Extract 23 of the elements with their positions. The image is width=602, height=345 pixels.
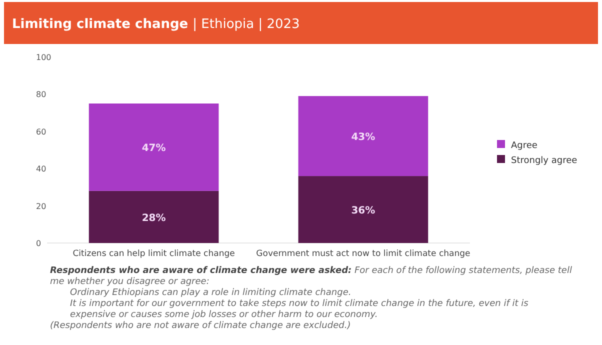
text: Ordinary Ethiopians can play a role in limiting climate change. [69,288,352,299]
data-label: 43% [351,132,376,144]
bar [88,104,219,191]
legend-label: Strongly agree [511,156,578,166]
y-tick-label: 20 [36,202,46,211]
y-tick-label: 60 [36,127,46,136]
y-tick-label: 40 [36,164,46,174]
text: Respondents who are aware of climate change were asked: [50,266,352,276]
legend-label: Agree [511,141,538,151]
bar [298,96,428,176]
y-tick-label: 0 [36,239,42,248]
data-label: 36% [351,206,376,217]
data-label: 28% [142,212,166,224]
x-tick-label: Government must act now to limit climate change [256,249,470,259]
chart-title: Limiting climate change | Ethiopia | 2023 [12,17,300,32]
x-tick-label: Citizens can help limit climate change [72,249,235,259]
bar [88,190,219,243]
y-tick-label: 80 [36,90,46,100]
y-tick-label: 100 [36,53,52,62]
data-label: 47% [142,143,166,154]
bar [298,176,428,243]
text: (Respondents who are not aware of climate change are excluded.) [50,321,352,332]
text: It is important for our government to take steps now to limit climate change in the future, even if it is expensive or causes some job losses or other harm to our economy. [69,299,530,321]
